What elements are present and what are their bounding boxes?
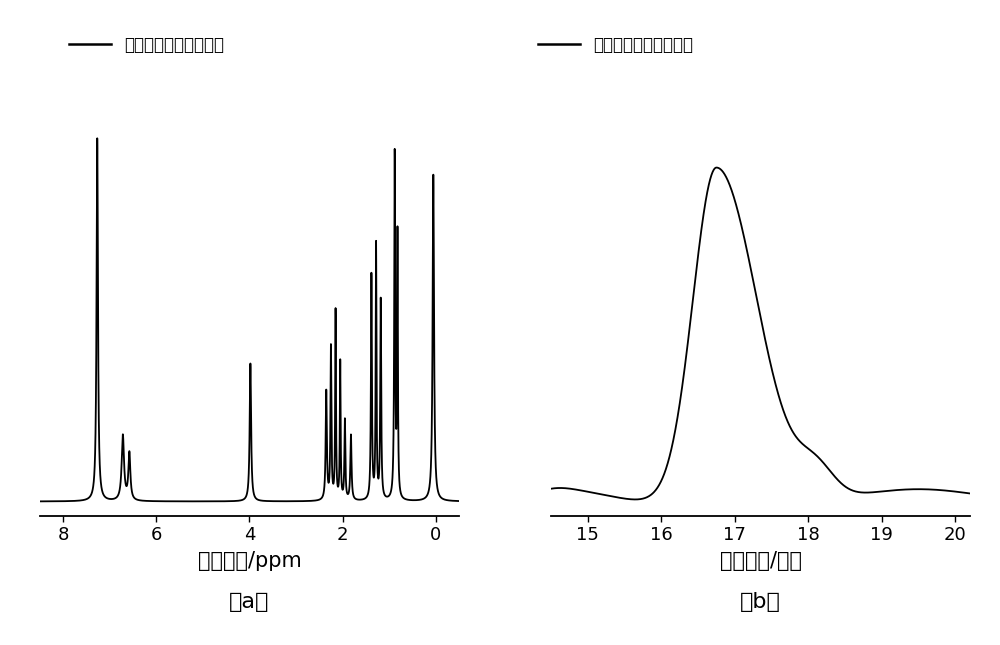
Text: （a）: （a） [229,592,270,613]
X-axis label: 化学位移/ppm: 化学位移/ppm [198,551,301,571]
Legend: 双硅氢星型嵌段共聚物: 双硅氢星型嵌段共聚物 [69,36,224,54]
Text: （b）: （b） [740,592,781,613]
Legend: 双硅氢星型嵌段共聚物: 双硅氢星型嵌段共聚物 [538,36,693,54]
X-axis label: 流出时间/分钟: 流出时间/分钟 [720,551,802,571]
